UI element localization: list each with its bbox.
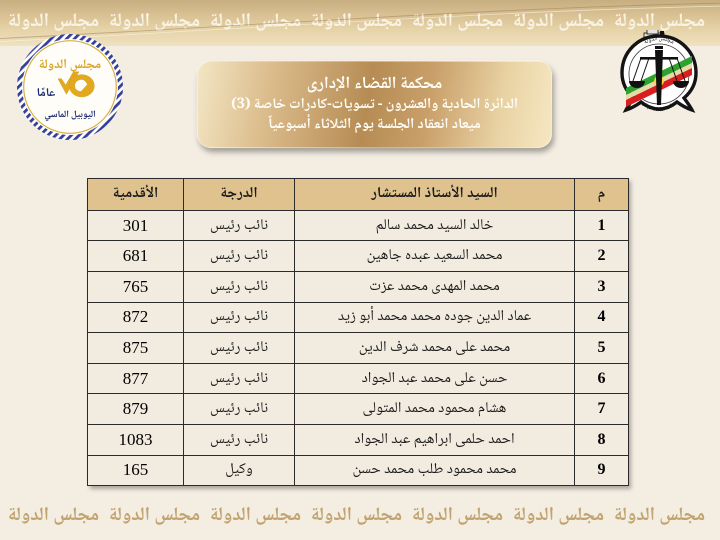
svg-text:مجلس الدولة: مجلس الدولة (39, 55, 101, 77)
svg-text:اليوبيل الماسي: اليوبيل الماسي (44, 108, 96, 124)
svg-text:عامًا: عامًا (37, 83, 56, 104)
